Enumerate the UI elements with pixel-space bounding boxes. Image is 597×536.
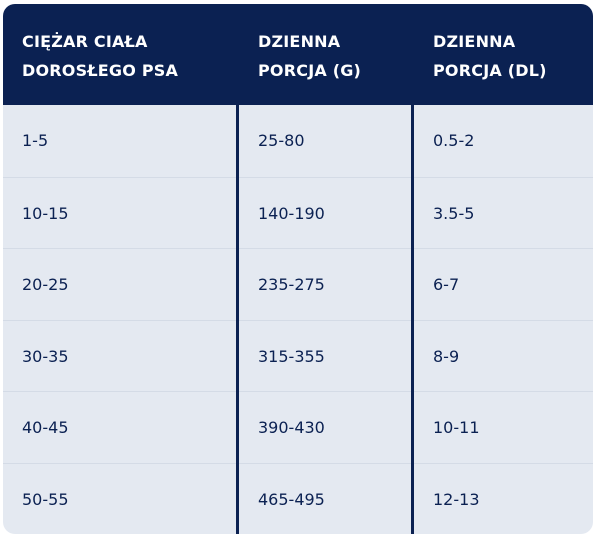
column-divider xyxy=(411,105,414,534)
portion-dl-cell: 12-13 xyxy=(433,490,480,509)
body-weight-cell: 40-45 xyxy=(22,418,69,437)
portion-dl-cell: 8-9 xyxy=(433,347,460,366)
header-daily-portion-dl-line-1: DZIENNA xyxy=(433,32,516,51)
feeding-table: CIĘŻAR CIAŁA DOROSŁEGO PSA DZIENNA PORCJ… xyxy=(3,4,593,534)
portion-dl-cell: 10-11 xyxy=(433,418,480,437)
column-divider xyxy=(236,105,239,534)
portion-dl-cell: 6-7 xyxy=(433,275,460,294)
header-daily-portion-grams-line-1: DZIENNA xyxy=(258,32,341,51)
table-row: 50-55 465-495 12-13 xyxy=(3,463,593,534)
header-daily-portion-grams-line-2: PORCJA (G) xyxy=(258,61,362,80)
table-row: 40-45 390-430 10-11 xyxy=(3,391,593,462)
table-header: CIĘŻAR CIAŁA DOROSŁEGO PSA DZIENNA PORCJ… xyxy=(3,4,593,105)
header-body-weight-line-1: CIĘŻAR CIAŁA xyxy=(22,32,148,51)
header-body-weight: CIĘŻAR CIAŁA DOROSŁEGO PSA xyxy=(22,27,227,85)
table-row: 1-5 25-80 0.5-2 xyxy=(3,105,593,176)
portion-grams-cell: 465-495 xyxy=(258,490,325,509)
portion-dl-cell: 0.5-2 xyxy=(433,131,475,150)
table-row: 20-25 235-275 6-7 xyxy=(3,248,593,319)
portion-grams-cell: 390-430 xyxy=(258,418,325,437)
body-weight-cell: 50-55 xyxy=(22,490,69,509)
header-body-weight-line-2: DOROSŁEGO PSA xyxy=(22,61,179,80)
portion-grams-cell: 140-190 xyxy=(258,204,325,223)
header-daily-portion-grams: DZIENNA PORCJA (G) xyxy=(258,27,408,85)
table-row: 30-35 315-355 8-9 xyxy=(3,320,593,391)
portion-grams-cell: 235-275 xyxy=(258,275,325,294)
header-daily-portion-dl: DZIENNA PORCJA (DL) xyxy=(433,27,583,85)
table-row: 10-15 140-190 3.5-5 xyxy=(3,177,593,248)
body-weight-cell: 10-15 xyxy=(22,204,69,223)
body-weight-cell: 20-25 xyxy=(22,275,69,294)
table-body: 1-5 25-80 0.5-2 10-15 140-190 3.5-5 20-2… xyxy=(3,105,593,534)
header-daily-portion-dl-line-2: PORCJA (DL) xyxy=(433,61,547,80)
portion-grams-cell: 25-80 xyxy=(258,131,305,150)
body-weight-cell: 30-35 xyxy=(22,347,69,366)
body-weight-cell: 1-5 xyxy=(22,131,49,150)
portion-dl-cell: 3.5-5 xyxy=(433,204,475,223)
portion-grams-cell: 315-355 xyxy=(258,347,325,366)
